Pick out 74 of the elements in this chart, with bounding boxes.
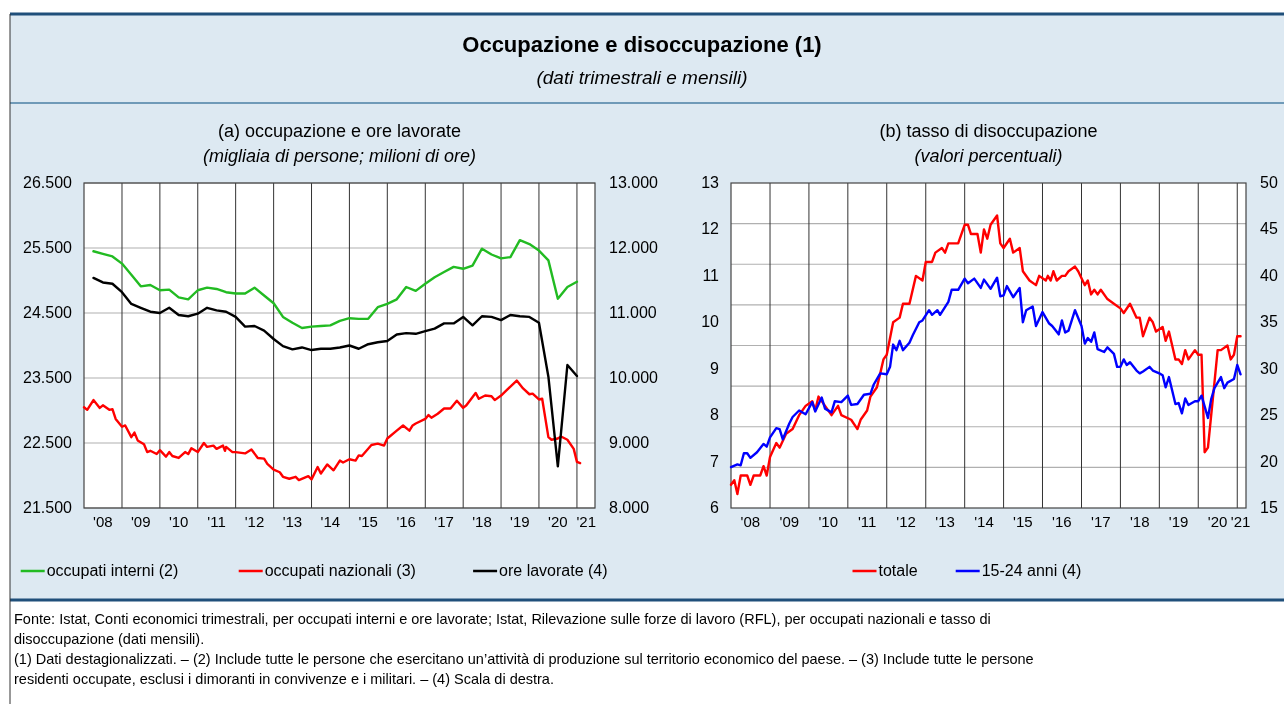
y2-tick-label: 25 <box>1260 406 1278 424</box>
x-tick-label: '14 <box>974 513 994 530</box>
x-tick-label: '21 <box>1230 513 1251 530</box>
y-tick-label: 25.500 <box>23 239 73 256</box>
x-tick-label: '15 <box>1013 513 1033 530</box>
y-tick-label: 26.500 <box>23 174 73 191</box>
y-tick-label: 8 <box>710 406 720 424</box>
text: (1) Dati destagionalizzati. – (2) Include tutte le persone che esercitano un’attività di produzione sul territorio economico del paese. – (3) Include tutte le persone residenti occupate, esclusi i dimoranti in convivenze e i militari. – (4) Scala di destra. <box>14 651 1034 687</box>
x-tick-label: '17 <box>434 513 454 530</box>
line-series <box>92 276 579 468</box>
x-tick-label: '20 <box>1207 513 1228 530</box>
x-tick-label: '19 <box>510 513 530 530</box>
y-tick-label: 21.500 <box>23 499 73 516</box>
y2-tick-label: 50 <box>1260 174 1278 191</box>
y2-tick-label: 15 <box>1260 499 1278 516</box>
x-tick-label: '16 <box>1052 513 1072 530</box>
x-tick-label: '12 <box>244 513 265 530</box>
y-tick-label: 7 <box>710 452 720 470</box>
x-tick-label: '09 <box>131 513 151 530</box>
x-tick-label: '19 <box>1168 513 1189 530</box>
x-tick-label: '15 <box>358 513 378 530</box>
chart-title: (b) tasso di disoccupazione <box>879 121 1098 141</box>
x-tick-label: '11 <box>207 513 226 530</box>
legend-label: 15-24 anni (4) <box>981 562 1082 579</box>
y2-tick-label: 40 <box>1260 266 1278 284</box>
y-tick-label: 24.500 <box>23 304 73 321</box>
x-tick-label: '16 <box>396 513 416 530</box>
x-tick-label: '18 <box>1129 513 1150 530</box>
x-tick-label: '09 <box>779 513 800 530</box>
chart-title: (a) occupazione e ore lavorate <box>217 121 462 141</box>
y2-tick-label: 12.000 <box>609 239 659 256</box>
y-tick-label: 11 <box>702 266 720 284</box>
y-tick-label: 22.500 <box>23 434 73 451</box>
text: Occupazione e disoccupazione (1) <box>462 32 822 57</box>
y2-tick-label: 20 <box>1260 452 1278 470</box>
text: (dati trimestrali e mensili) <box>536 67 748 88</box>
y2-tick-label: 10.000 <box>609 369 659 386</box>
legend-label: occupati nazionali (3) <box>264 562 416 579</box>
y2-tick-label: 13.000 <box>609 174 659 191</box>
y2-tick-label: 30 <box>1260 359 1278 377</box>
x-tick-label: '21 <box>576 513 597 530</box>
x-tick-label: '08 <box>740 513 761 530</box>
line-series <box>92 239 579 330</box>
x-tick-label: '18 <box>472 513 492 530</box>
source-note: Fonte: Istat, Conti economici trimestrali, per occupati interni e ore lavorate; Istat, Rilevazione sulle forze di lavoro (RFL), per occupati nazionali e tasso di disoccupazione (dati mensili). <box>14 611 991 647</box>
x-tick-label: '12 <box>896 513 916 530</box>
x-tick-label: '10 <box>168 513 189 530</box>
line-series <box>729 276 1242 469</box>
line-series <box>729 214 1242 496</box>
y2-tick-label: 8.000 <box>609 499 650 516</box>
legend-label: occupati interni (2) <box>46 562 179 579</box>
y2-tick-label: 9.000 <box>609 434 650 451</box>
x-tick-label: '11 <box>857 513 877 530</box>
y-tick-label: 6 <box>710 499 720 516</box>
y2-tick-label: 35 <box>1260 313 1278 331</box>
x-tick-label: '08 <box>93 513 113 530</box>
y-tick-label: 23.500 <box>23 369 73 386</box>
y-tick-label: 13 <box>701 174 720 191</box>
y-tick-label: 10 <box>701 313 720 331</box>
y-tick-label: 12 <box>701 220 720 238</box>
y-tick-label: 9 <box>710 359 720 377</box>
chart-subtitle: (migliaia di persone; milioni di ore) <box>202 146 477 166</box>
x-tick-label: '10 <box>818 513 838 530</box>
x-tick-label: '20 <box>548 513 568 530</box>
y2-tick-label: 45 <box>1260 220 1278 238</box>
x-tick-label: '17 <box>1091 513 1111 530</box>
x-tick-label: '13 <box>935 513 955 530</box>
legend-label: totale <box>878 562 918 579</box>
x-tick-label: '14 <box>320 513 341 530</box>
x-tick-label: '13 <box>282 513 303 530</box>
legend-label: ore lavorate (4) <box>499 562 608 579</box>
chart-subtitle: (valori percentuali) <box>914 146 1063 166</box>
y2-tick-label: 11.000 <box>609 304 657 321</box>
line-series <box>82 379 582 482</box>
